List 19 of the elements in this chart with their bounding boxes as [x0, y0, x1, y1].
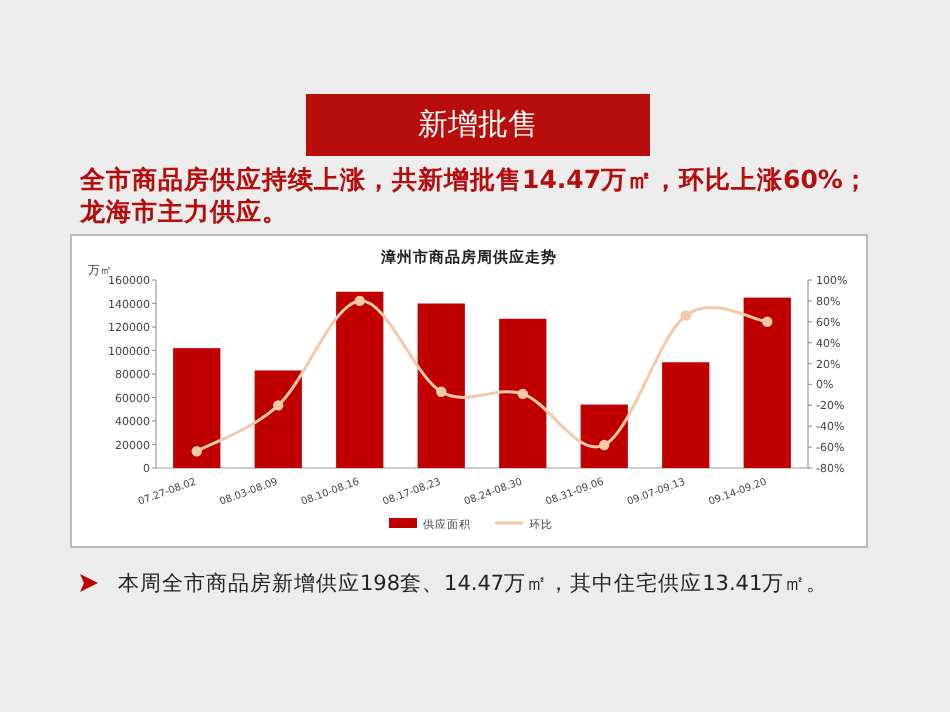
- bar: [417, 303, 465, 468]
- bar: [499, 318, 547, 468]
- text: 本周全市商品房新增供应198套、14.47万㎡，其中住宅供应13.41万㎡。: [118, 572, 829, 596]
- bar: [254, 370, 302, 468]
- point: [436, 386, 447, 397]
- text: 全市商品房供应持续上涨，共新增批售14.47万㎡，环比上涨60%；龙海市主力供应。: [80, 164, 871, 228]
- point: [762, 316, 773, 327]
- point: [599, 439, 610, 451]
- bar: [662, 362, 710, 468]
- point: [191, 446, 202, 457]
- point: [680, 310, 691, 321]
- bar: [173, 348, 221, 468]
- point: [273, 400, 284, 411]
- text: 新增批售: [306, 94, 650, 156]
- point: [354, 295, 365, 307]
- bar: [580, 404, 628, 468]
- bar: [743, 297, 791, 468]
- bar: [336, 291, 384, 468]
- point: [517, 388, 528, 400]
